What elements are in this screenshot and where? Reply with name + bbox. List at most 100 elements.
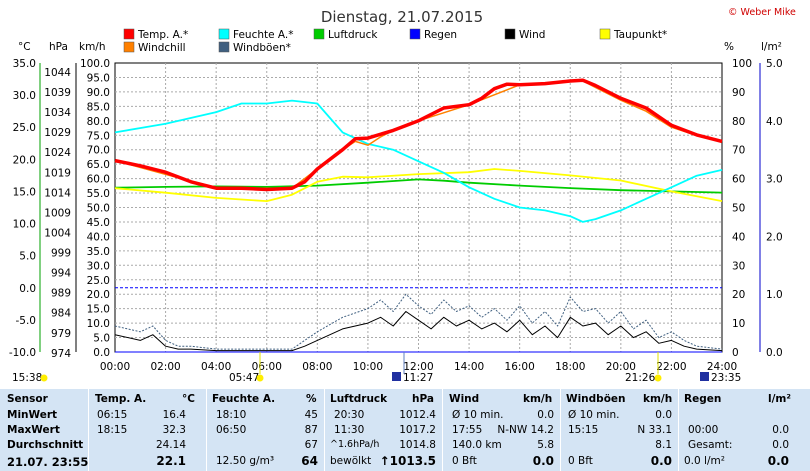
rain-tick-label: 4.0: [766, 116, 783, 128]
rain-total-label: Gesamt:: [688, 439, 733, 451]
celsius-tick-label: -5.0: [16, 315, 37, 327]
rain-tick-label: 0.0: [766, 347, 783, 359]
pressure-max-time: 11:30: [334, 424, 365, 436]
time-tick-label: 06:00: [252, 361, 282, 373]
header-humidity: Feuchte A.: [212, 393, 276, 405]
legend-label: Regen: [424, 29, 457, 41]
percent-tick-label: 20: [732, 289, 745, 301]
sun-time-label: 21:26: [625, 372, 656, 384]
percent-tick-label: 90: [732, 87, 745, 99]
temp-max-value: 32.3: [162, 424, 186, 436]
time-tick-label: 18:00: [555, 361, 585, 373]
statistics-panel: Sensor MinWert MaxWert Durchschnitt 21.0…: [0, 389, 810, 471]
legend-label: Taupunkt*: [613, 29, 667, 41]
kmh-tick-label: 75.0: [87, 130, 110, 142]
kmh-tick-label: 15.0: [87, 304, 110, 316]
kmh-tick-label: 35.0: [87, 246, 110, 258]
time-tick-label: 14:00: [454, 361, 484, 373]
wind-max-time: 17:55: [452, 424, 483, 436]
sun-markers: 15:38 05:47 11:27 21:26 23:35: [12, 352, 741, 384]
celsius-tick-label: 30.0: [13, 90, 36, 102]
wind-max-value: N-NW 14.2: [497, 424, 554, 436]
sun-icon: [256, 374, 264, 382]
legend: Temp. A.* Feuchte A.* Luftdruck Regen Wind Ta…: [123, 28, 667, 54]
sun-time-label: 23:35: [711, 372, 741, 384]
time-tick-label: 22:00: [656, 361, 686, 373]
sun-icon: [654, 374, 662, 382]
rain-unit-label: l/m²: [761, 41, 782, 53]
kmh-tick-label: 80.0: [87, 116, 110, 128]
temp-min-value: 16.4: [162, 409, 186, 421]
legend-label: Feuchte A.*: [233, 29, 294, 41]
legend-label: Temp. A.*: [137, 29, 188, 41]
row-label-current: 21.07. 23:55: [7, 455, 89, 469]
percent-tick-label: 40: [732, 231, 745, 243]
gust-max-time: 15:15: [568, 424, 599, 436]
hpa-tick-label: 999: [51, 248, 71, 260]
celsius-tick-label: 25.0: [13, 122, 36, 134]
rain-max-value: 0.0: [772, 424, 789, 436]
hpa-unit-label: hPa: [49, 41, 68, 53]
celsius-tick-label: 5.0: [19, 251, 36, 263]
legend-label: Windchill: [138, 42, 186, 54]
kmh-tick-label: 95.0: [87, 72, 110, 84]
celsius-tick-label: 15.0: [13, 186, 36, 198]
hpa-tick-label: 1014: [44, 187, 71, 199]
percent-tick-label: 50: [732, 203, 745, 215]
celsius-tick-label: 35.0: [13, 58, 36, 70]
percent-tick-label: 80: [732, 116, 745, 128]
kmh-tick-label: 65.0: [87, 159, 110, 171]
gust-current-value: 0.0: [650, 454, 672, 468]
gust-max-value: N 33.1: [637, 424, 672, 436]
time-tick-label: 20:00: [606, 361, 636, 373]
time-tick-label: 16:00: [505, 361, 535, 373]
time-tick-label: 10:00: [353, 361, 383, 373]
temp-max-time: 18:15: [97, 424, 128, 436]
absolute-humidity: 12.50 g/m³: [216, 455, 275, 467]
humidity-max-time: 06:50: [216, 424, 247, 436]
hpa-tick-label: 989: [51, 288, 71, 300]
pressure-max-value: 1017.2: [399, 424, 436, 436]
header-temp-unit: °C: [182, 393, 195, 405]
series-temp-a: [114, 78, 723, 192]
hpa-tick-label: 974: [51, 348, 71, 360]
rain-tick-label: 3.0: [766, 174, 783, 186]
legend-swatch: [218, 28, 230, 40]
legend-label: Luftdruck: [328, 29, 378, 41]
humidity-min-value: 45: [304, 409, 318, 421]
axes: 100.095.090.085.080.075.070.065.060.055.…: [9, 41, 783, 373]
kmh-tick-label: 50.0: [87, 203, 110, 215]
pressure-min-value: 1012.4: [399, 409, 436, 421]
kmh-tick-label: 20.0: [87, 289, 110, 301]
gust-avg10-value: 0.0: [655, 409, 672, 421]
grid: [114, 62, 723, 353]
copyright-label: © Weber Mike: [728, 7, 796, 18]
celsius-tick-label: 10.0: [13, 219, 36, 231]
sun-time-label: 11:27: [403, 372, 433, 384]
percent-tick-label: 30: [732, 260, 745, 272]
kmh-tick-label: 60.0: [87, 174, 110, 186]
wind-mean-value: 5.8: [537, 439, 554, 451]
kmh-tick-label: 45.0: [87, 217, 110, 229]
legend-swatch: [409, 28, 421, 40]
hpa-tick-label: 1044: [44, 67, 71, 79]
gust-beaufort: 0 Bft: [568, 455, 593, 467]
temp-current-value: 22.1: [156, 454, 186, 468]
series-layer: [114, 78, 723, 353]
header-humidity-unit: %: [306, 393, 317, 405]
sun-icon: [40, 374, 48, 382]
hpa-tick-label: 1029: [44, 127, 71, 139]
wind-distance: 140.0 km: [452, 439, 502, 451]
rain-rate: 0.0 l/m²: [684, 455, 725, 467]
header-wind: Wind: [449, 393, 480, 405]
percent-tick-label: 70: [732, 145, 745, 157]
header-wind-unit: km/h: [523, 393, 553, 405]
gust-avg-label: Ø 10 min.: [568, 409, 620, 421]
humidity-max-value: 87: [304, 424, 318, 436]
time-tick-label: 24:00: [707, 361, 737, 373]
time-tick-label: 12:00: [403, 361, 433, 373]
wind-avg-label: Ø 10 min.: [452, 409, 504, 421]
celsius-tick-label: 0.0: [19, 283, 36, 295]
row-label-avg: Durchschnitt: [7, 439, 84, 451]
sun-time-label: 15:38: [12, 372, 42, 384]
